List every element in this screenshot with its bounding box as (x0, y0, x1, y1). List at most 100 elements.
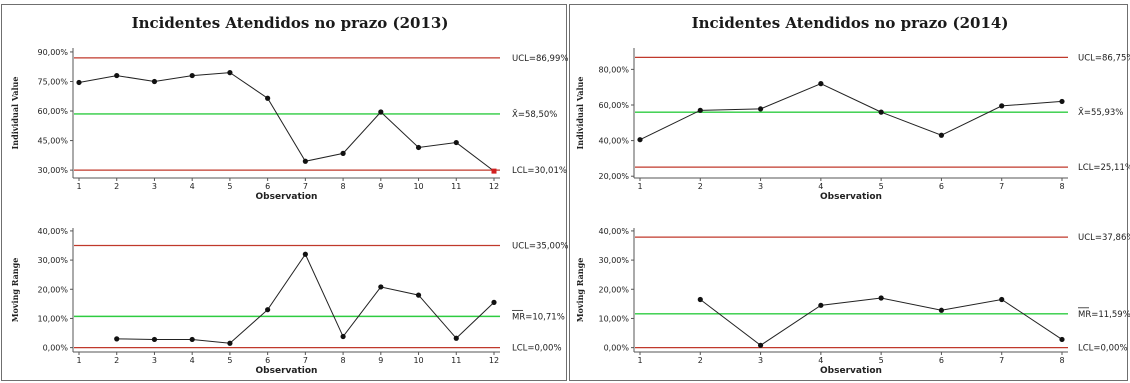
y-axis-label: Moving Range (10, 258, 20, 323)
data-point (1059, 98, 1065, 105)
x-tick-label: 12 (489, 356, 499, 365)
y-tick-label: 30,00% (37, 166, 68, 175)
x-tick-label: 11 (451, 356, 461, 365)
data-point (878, 295, 884, 301)
data-point (415, 144, 422, 151)
data-point (453, 335, 459, 341)
data-point (189, 336, 195, 343)
x-tick-label: 3 (758, 356, 763, 365)
ucl-label: UCL=86,99% (512, 54, 568, 64)
data-point (227, 70, 233, 76)
x-tick-label: 1 (76, 182, 81, 191)
data-point (302, 158, 308, 164)
data-point (999, 103, 1005, 109)
x-tick-label: 3 (758, 182, 763, 191)
y-tick-label: 20,00% (37, 285, 68, 294)
x-tick-label: 6 (265, 182, 270, 191)
data-point (637, 137, 643, 143)
x-tick-label: 6 (939, 356, 944, 365)
ucl-label: UCL=35,00% (512, 242, 568, 252)
individuals-chart-2013: 30,00%45,00%60,00%75,00%90,00%1 2 3 4 5 6 7 8 9 1… (10, 48, 568, 202)
x-tick-label: 1 (637, 182, 642, 191)
data-point (757, 342, 764, 348)
data-point (697, 107, 703, 113)
chart-title-2013: Incidentes Atendidos no prazo (2013) (132, 14, 449, 32)
data-point (938, 307, 945, 313)
data-point (378, 284, 384, 290)
data-point (340, 150, 346, 156)
x-tick-label: 4 (818, 182, 823, 191)
y-axis-label: Moving Range (575, 258, 585, 323)
x-axis-label: Observation (820, 192, 882, 202)
x-tick-label: 7 (999, 182, 1004, 191)
moving-range-chart-2013: 0,00%10,00%20,00%30,00%40,00%1 2 3 4 5 6 7 8 9 10… (10, 227, 568, 376)
x-tick-label: 12 (489, 182, 499, 191)
lcl-label: LCL=30,01% (512, 166, 567, 176)
data-point (114, 72, 120, 79)
x-tick-label: 8 (1059, 356, 1064, 365)
x-tick-label: 2 (114, 182, 119, 191)
y-axis-label: Individual Value (575, 77, 585, 150)
chart-title-2014: Incidentes Atendidos no prazo (2014) (692, 14, 1009, 32)
series-line (639, 83, 1063, 141)
y-tick-label: 0,00% (604, 344, 630, 353)
y-tick-label: 20,00% (598, 285, 629, 294)
x-tick-label: 8 (1059, 182, 1064, 191)
y-tick-label: 45,00% (37, 137, 68, 146)
left-panel-frame (1, 4, 567, 381)
data-point (1059, 336, 1065, 343)
individuals-chart-2014: 20,00% 40,00% 60,00% 80,00% 1 2 3 4 5 6 7 8 Observat… (575, 48, 1130, 202)
y-tick-label: 0,00% (43, 344, 69, 353)
x-tick-label: 2 (698, 182, 703, 191)
series-line (78, 72, 495, 172)
out-of-control-point (491, 168, 497, 174)
y-tick-label: 75,00% (37, 77, 68, 86)
data-point (227, 340, 233, 346)
x-tick-label: 9 (378, 182, 383, 191)
y-tick-label: 30,00% (598, 256, 629, 265)
x-tick-label: 4 (190, 356, 195, 365)
x-tick-label: 10 (413, 356, 423, 365)
data-point (818, 81, 824, 87)
data-point (265, 307, 271, 313)
x-tick-label: 8 (341, 182, 346, 191)
x-tick-label: 4 (818, 356, 823, 365)
data-point (491, 299, 497, 305)
center-line-label: MR=10,71% (512, 312, 565, 322)
y-axis-label: Individual Value (10, 77, 20, 150)
y-tick-label: 40,00% (598, 137, 629, 146)
moving-range-chart-2014: 0,00% 10,00% 20,00% 30,00% 40,00% 1 2 3 4 5 6 7 8 Obs… (575, 227, 1130, 376)
y-tick-label: 10,00% (598, 314, 629, 323)
right-panel-frame (569, 4, 1128, 381)
y-tick-label: 80,00% (598, 65, 629, 74)
lcl-label: LCL=0,00% (512, 344, 562, 354)
data-point (697, 296, 703, 303)
x-axis-label: Observation (256, 192, 318, 202)
x-tick-label: 5 (227, 182, 232, 191)
ucl-label: UCL=37,86% (1078, 233, 1130, 243)
x-axis-label: Observation (820, 366, 882, 376)
x-tick-label: 6 (265, 356, 270, 365)
x-tick-label: 7 (303, 356, 308, 365)
x-tick-label: 4 (190, 182, 195, 191)
data-point (818, 302, 824, 308)
data-point (151, 78, 158, 85)
center-line-label: MR=11,59% (1078, 310, 1130, 320)
x-tick-label: 2 (114, 356, 119, 365)
x-tick-label: 5 (227, 356, 232, 365)
data-point (265, 95, 271, 101)
data-point (938, 132, 945, 138)
data-point (340, 333, 346, 340)
center-line-label: X̄=55,93% (1078, 107, 1123, 119)
x-tick-label: 1 (637, 356, 642, 365)
x-tick-label: 2 (698, 356, 703, 365)
x-tick-label: 3 (152, 356, 157, 365)
ucl-label: UCL=86,75% (1078, 53, 1130, 63)
x-tick-label: 5 (879, 356, 884, 365)
y-tick-label: 40,00% (37, 227, 68, 236)
y-tick-label: 90,00% (37, 48, 68, 57)
y-tick-label: 20,00% (598, 172, 629, 181)
y-tick-label: 10,00% (37, 314, 68, 323)
x-tick-label: 7 (999, 356, 1004, 365)
data-point (415, 292, 422, 298)
